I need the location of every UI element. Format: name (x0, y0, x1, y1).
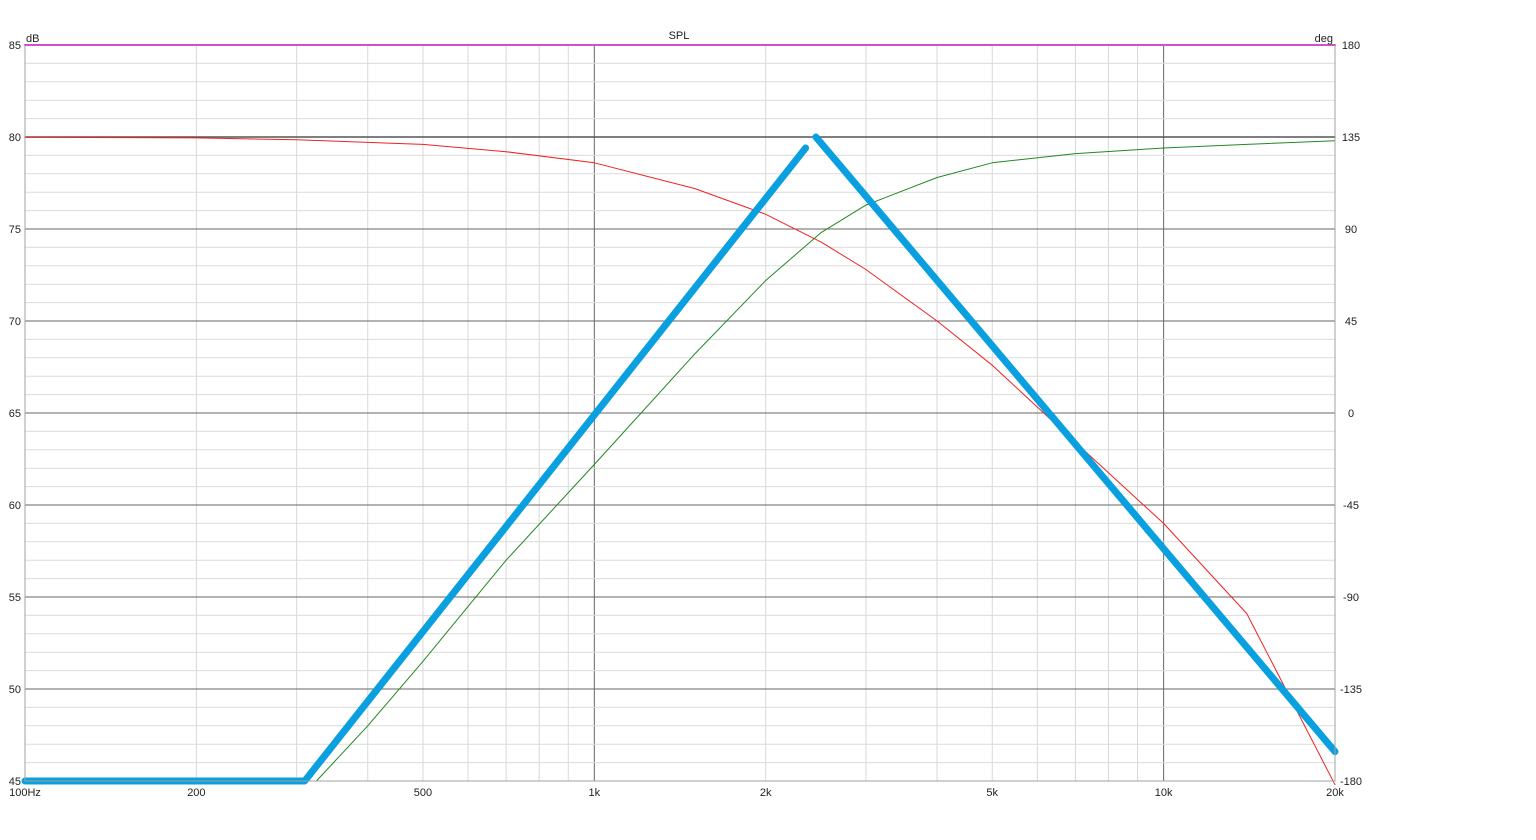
x-tick-label: 1k (588, 787, 600, 799)
grid (24, 44, 1336, 782)
y-tick-label-left: 45 (9, 776, 21, 788)
chart-title: SPL (669, 30, 690, 42)
x-tick-label: 100Hz (9, 787, 41, 799)
y-tick-label-right: 45 (1345, 316, 1357, 328)
y-tick-label-right: -45 (1343, 500, 1359, 512)
series-line-3 (315, 140, 1336, 782)
y-tick-label-right: -180 (1340, 776, 1362, 788)
y-tick-label-right: -90 (1343, 592, 1359, 604)
y-tick-label-right: 90 (1345, 224, 1357, 236)
y-tick-label-left: 55 (9, 592, 21, 604)
y-tick-label-left: 85 (9, 40, 21, 52)
x-tick-label: 5k (986, 787, 998, 799)
y-tick-label-left: 75 (9, 224, 21, 236)
y-tick-label-right: 180 (1342, 40, 1360, 52)
y-tick-label-right: -135 (1340, 684, 1362, 696)
y-tick-label-left: 65 (9, 408, 21, 420)
x-tick-label: 10k (1155, 787, 1173, 799)
y-unit-right: deg (1315, 33, 1333, 45)
y-tick-label-right: 135 (1342, 132, 1360, 144)
y-tick-label-left: 80 (9, 132, 21, 144)
tick-labels: 100Hz 200 500 1k 2k 5k 10k 20k 45 50 55 60 65 70 75 80 8… (9, 40, 1362, 799)
y-tick-label-left: 70 (9, 316, 21, 328)
x-tick-label: 20k (1326, 787, 1344, 799)
x-tick-label: 500 (414, 787, 432, 799)
x-tick-label: 2k (760, 787, 772, 799)
y-tick-label-right: 0 (1348, 408, 1354, 420)
series-line-2 (24, 136, 1336, 786)
series-line-4 (21, 144, 810, 785)
series-line-5 (812, 133, 1339, 756)
y-tick-label-left: 50 (9, 684, 21, 696)
plot-frame (24, 44, 1336, 782)
y-unit-left: dB (26, 33, 39, 45)
series-layer (21, 44, 1339, 786)
y-tick-label-left: 60 (9, 500, 21, 512)
x-tick-label: 200 (187, 787, 205, 799)
